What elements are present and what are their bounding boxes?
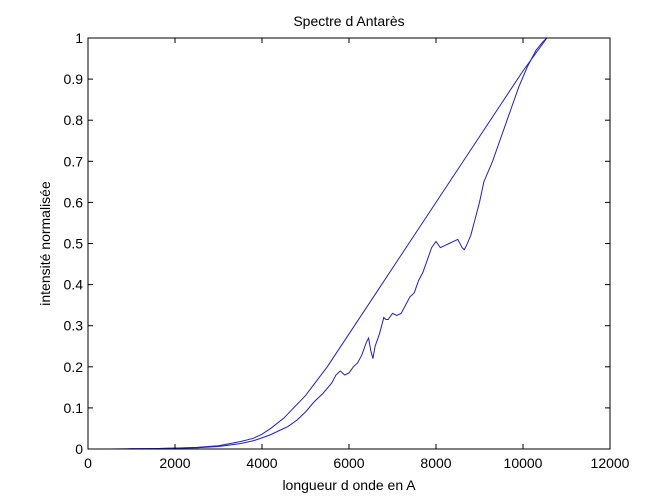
y-tick-label: 0.4 xyxy=(64,277,84,293)
x-tick-label: 12000 xyxy=(591,455,630,471)
x-tick-label: 6000 xyxy=(333,455,364,471)
y-tick-label: 0.2 xyxy=(64,359,84,375)
plot-background xyxy=(88,38,610,449)
chart-title: Spectre d Antarès xyxy=(293,13,404,29)
y-tick-label: 0 xyxy=(75,441,83,457)
x-tick-label: 0 xyxy=(84,455,92,471)
tick-layer: 0 2000 4000 6000 8000 10000 12000 0 0.1 0.2 0.3 0.4… xyxy=(64,30,630,471)
x-axis-label: longueur d onde en A xyxy=(282,477,416,493)
y-tick-label: 0.1 xyxy=(64,400,84,416)
y-tick-label: 1 xyxy=(75,30,83,46)
y-tick-label: 0.5 xyxy=(64,236,84,252)
y-tick-label: 0.3 xyxy=(64,318,84,334)
x-tick-label: 4000 xyxy=(246,455,277,471)
y-tick-label: 0.7 xyxy=(64,153,84,169)
x-tick-label: 8000 xyxy=(420,455,451,471)
x-tick-label: 10000 xyxy=(504,455,543,471)
series-line-2 xyxy=(109,37,548,450)
x-tick-label: 2000 xyxy=(159,455,190,471)
y-axis-label: intensité normalisée xyxy=(37,181,53,306)
y-tick-label: 0.6 xyxy=(64,194,84,210)
y-tick-label: 0.9 xyxy=(64,71,84,87)
series-layer xyxy=(109,37,548,450)
y-tick-label: 0.8 xyxy=(64,112,84,128)
